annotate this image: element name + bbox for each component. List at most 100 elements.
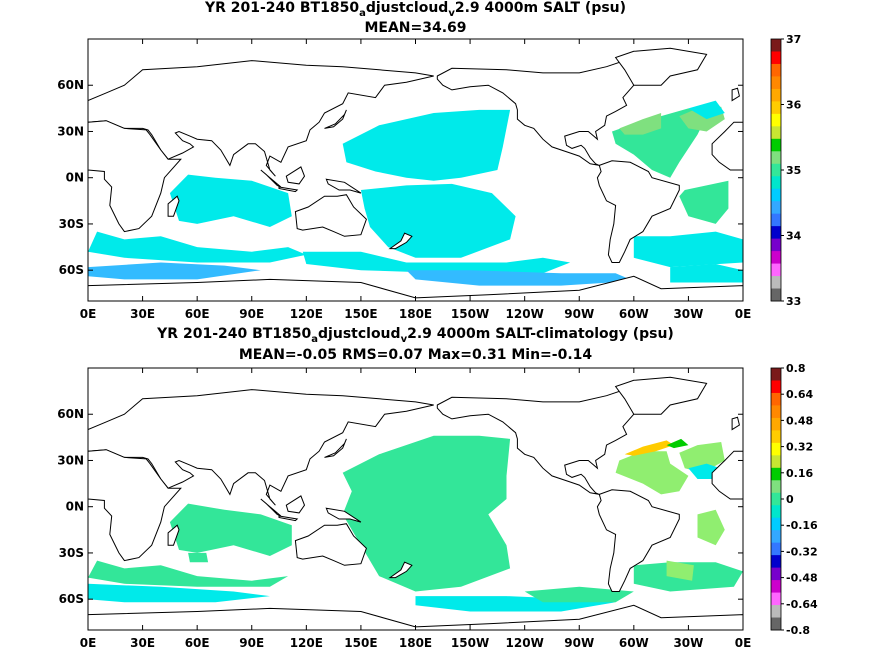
coastline xyxy=(88,60,434,177)
panel1-subtitle: MEAN=34.69 xyxy=(364,20,467,36)
panel1-title: YR 201-240 BT1850adjustcloudv2.9 4000m S… xyxy=(204,0,627,19)
coastline xyxy=(614,47,708,86)
coastline xyxy=(278,515,299,522)
x-tick-label: 30W xyxy=(673,307,703,321)
coastline xyxy=(324,438,347,458)
map-field xyxy=(88,376,743,630)
x-tick-label: 180E xyxy=(399,636,432,650)
x-tick-label: 0E xyxy=(735,636,752,650)
x-tick-label: 90E xyxy=(239,636,264,650)
colorbar-swatch xyxy=(771,530,781,544)
colorbar-tick-label: 34 xyxy=(786,230,802,243)
ocean-value-patch xyxy=(666,560,694,581)
x-tick-label: 120W xyxy=(506,636,544,650)
x-tick-label: 60E xyxy=(185,307,210,321)
colorbar-swatch xyxy=(771,580,781,594)
y-tick-label: 30N xyxy=(57,124,84,138)
colorbar-swatch xyxy=(771,430,781,444)
x-tick-label: 120W xyxy=(506,307,544,321)
y-tick-label: 30N xyxy=(57,453,84,467)
y-tick-label: 60N xyxy=(57,407,84,421)
coastline xyxy=(285,166,306,185)
colorbar-swatch xyxy=(771,76,781,90)
x-tick-label: 120E xyxy=(290,307,323,321)
coastline xyxy=(294,194,367,237)
colorbar-swatch xyxy=(771,455,781,469)
coastline xyxy=(324,109,347,129)
x-tick-label: 120E xyxy=(290,636,323,650)
x-tick-label: 150E xyxy=(344,307,377,321)
coastline xyxy=(88,120,182,233)
x-tick-label: 180E xyxy=(399,307,432,321)
x-tick-label: 0E xyxy=(735,307,752,321)
x-tick-label: 150W xyxy=(451,636,489,650)
coastline xyxy=(167,524,180,546)
colorbar-swatch xyxy=(771,392,781,406)
x-tick-label: 90E xyxy=(239,307,264,321)
colorbar-tick-label: 0 xyxy=(786,493,794,506)
y-tick-label: 30S xyxy=(59,217,84,231)
x-tick-label: 150W xyxy=(451,307,489,321)
map-panel-2: 0E 30E 60E 90E 120E 150E 180E 150W 120W 90W 60W 30W… xyxy=(57,367,752,650)
ocean-value-patch xyxy=(679,180,729,224)
colorbar-swatch xyxy=(771,442,781,456)
colorbar-swatch xyxy=(771,592,781,606)
colorbar-tick-label: 36 xyxy=(786,99,802,112)
colorbar-tick-label: 0.48 xyxy=(786,414,813,427)
colorbar-tick-label: 0.32 xyxy=(786,441,813,454)
x-tick-label: 150E xyxy=(344,636,377,650)
coastline xyxy=(596,489,680,592)
panel2-title: YR 201-240 BT1850adjustcloudv2.9 4000m S… xyxy=(157,326,674,345)
ocean-value-patch xyxy=(169,174,292,227)
x-tick-label: 30E xyxy=(130,636,155,650)
colorbar-swatch xyxy=(771,555,781,569)
colorbar-tick-label: -0.16 xyxy=(786,519,818,532)
colorbar-swatch xyxy=(771,113,781,127)
colorbar-swatch xyxy=(771,542,781,556)
ocean-value-patch xyxy=(88,262,261,280)
colorbar-swatch xyxy=(771,101,781,115)
colorbar-swatch xyxy=(771,405,781,419)
colorbar-2: 0.8 0.64 0.48 0.32 0.16 0 -0.16 -0.32 -0.48 -0.64… xyxy=(770,362,818,637)
coastline xyxy=(260,498,282,517)
coastline xyxy=(294,523,367,566)
colorbar-swatch xyxy=(771,288,781,302)
coastline xyxy=(88,389,434,506)
coastline xyxy=(88,604,743,630)
coastline xyxy=(285,495,306,514)
ocean-value-patch xyxy=(406,270,634,286)
colorbar-swatch xyxy=(771,176,781,190)
colorbar-swatch xyxy=(771,517,781,531)
ocean-value-patch xyxy=(360,183,516,258)
coastline xyxy=(88,275,743,301)
x-tick-label: 90W xyxy=(564,307,594,321)
colorbar-swatch xyxy=(771,380,781,394)
coastline xyxy=(260,169,282,188)
coastline xyxy=(167,195,180,217)
coastline xyxy=(88,449,182,562)
colorbar-swatch xyxy=(771,126,781,140)
x-tick-label: 60W xyxy=(619,307,649,321)
colorbar-tick-label: -0.48 xyxy=(786,572,818,585)
y-tick-label: 60N xyxy=(57,78,84,92)
ocean-value-patch xyxy=(88,583,270,603)
coastline xyxy=(325,507,362,523)
coastline xyxy=(711,450,743,500)
colorbar-swatch xyxy=(771,263,781,277)
map-panel-1: 0E 30E 60E 90E 120E 150E 180E 150W 120W 90W 60W 30W… xyxy=(57,38,752,321)
x-tick-label: 0E xyxy=(80,636,97,650)
coastline xyxy=(596,160,680,263)
colorbar-swatch xyxy=(771,238,781,252)
y-tick-label: 60S xyxy=(59,263,84,277)
colorbar-swatch xyxy=(771,213,781,227)
ocean-value-patch xyxy=(688,100,725,120)
ocean-value-patch xyxy=(615,451,689,495)
x-tick-label: 30E xyxy=(130,307,155,321)
x-tick-label: 60E xyxy=(185,636,210,650)
ocean-value-patch xyxy=(619,113,662,135)
coastline xyxy=(711,121,743,171)
ocean-value-patch xyxy=(679,442,725,473)
coastline xyxy=(388,232,413,250)
coastline xyxy=(388,561,413,579)
ocean-value-patch xyxy=(88,231,307,263)
